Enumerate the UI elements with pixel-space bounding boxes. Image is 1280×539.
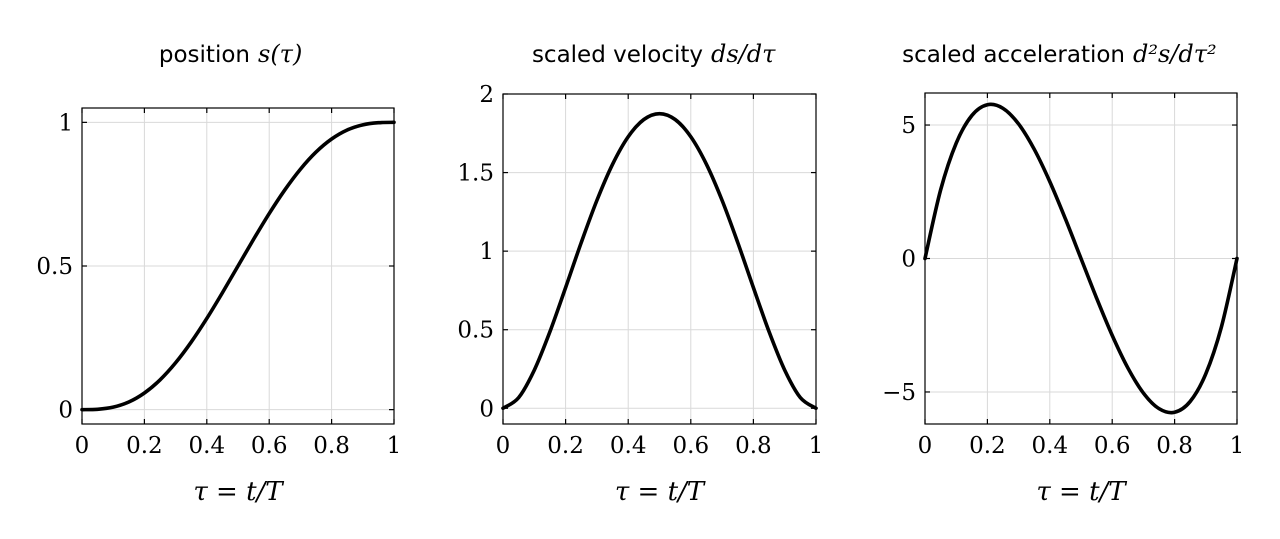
acceleration-x-tick-label: 0 xyxy=(918,433,933,459)
position-y-tick-label: 0.5 xyxy=(36,254,73,280)
velocity-y-tick-label: 1 xyxy=(479,239,494,265)
position-x-tick-label: 0.6 xyxy=(251,433,288,459)
acceleration-title: scaled acceleration xyxy=(902,42,1125,68)
velocity-axes-frame xyxy=(502,93,817,425)
acceleration-x-axis-label: τ = t/T xyxy=(1036,477,1127,507)
acceleration-x-tick-label: 0.4 xyxy=(1032,433,1069,459)
acceleration-series-line xyxy=(923,102,1239,415)
velocity-x-tick-label: 0 xyxy=(496,433,511,459)
velocity-panel: scaled velocity ds/dτ τ = t/T 0 0.2 0.4 0.6… xyxy=(457,40,823,507)
velocity-y-tick-label: 2 xyxy=(479,82,494,108)
velocity-y-tick-label: 0 xyxy=(479,396,494,422)
position-axes-frame xyxy=(81,107,395,425)
position-x-tick-label: 0.4 xyxy=(189,433,226,459)
position-x-axis-label: τ = t/T xyxy=(193,477,284,507)
position-series-line xyxy=(80,120,396,412)
velocity-x-axis-label: τ = t/T xyxy=(615,477,706,507)
acceleration-panel: scaled acceleration d²s/dτ² τ = t/T 0 0.2… xyxy=(882,40,1244,507)
position-y-tick-label: 0 xyxy=(58,398,73,424)
acceleration-x-tick-label: 1 xyxy=(1230,433,1245,459)
velocity-series-line xyxy=(501,111,818,411)
position-title-math: s(τ) xyxy=(258,40,302,68)
velocity-x-tick-label: 0.4 xyxy=(610,433,647,459)
acceleration-y-tick-label: 0 xyxy=(901,247,916,273)
velocity-grid xyxy=(502,93,817,424)
velocity-x-tick-label: 0.2 xyxy=(547,433,584,459)
acceleration-y-tick-label: 5 xyxy=(901,113,916,139)
velocity-title-math: ds/dτ xyxy=(711,40,776,68)
velocity-x-tick-label: 0.6 xyxy=(673,433,710,459)
velocity-y-tick-label: 1.5 xyxy=(457,161,494,187)
acceleration-y-tick-label: −5 xyxy=(882,380,916,406)
acceleration-title-math: d²s/dτ² xyxy=(1133,40,1217,68)
position-x-tick-label: 0 xyxy=(75,433,90,459)
position-y-tick-label: 1 xyxy=(58,110,73,136)
position-x-tick-label: 0.8 xyxy=(313,433,350,459)
position-panel: position s(τ) τ = t/T 0 0.2 0.4 0.6 0.8 1 0 0.5… xyxy=(36,40,401,507)
acceleration-x-tick-label: 0.2 xyxy=(969,433,1006,459)
velocity-x-tick-label: 0.8 xyxy=(735,433,772,459)
velocity-x-tick-label: 1 xyxy=(809,433,824,459)
position-title: position xyxy=(159,42,250,68)
position-x-tick-label: 0.2 xyxy=(126,433,163,459)
acceleration-x-tick-label: 0.8 xyxy=(1156,433,1193,459)
position-x-tick-label: 1 xyxy=(387,433,402,459)
velocity-y-tick-label: 0.5 xyxy=(457,318,494,344)
velocity-title: scaled velocity xyxy=(532,42,703,68)
acceleration-x-tick-label: 0.6 xyxy=(1094,433,1131,459)
